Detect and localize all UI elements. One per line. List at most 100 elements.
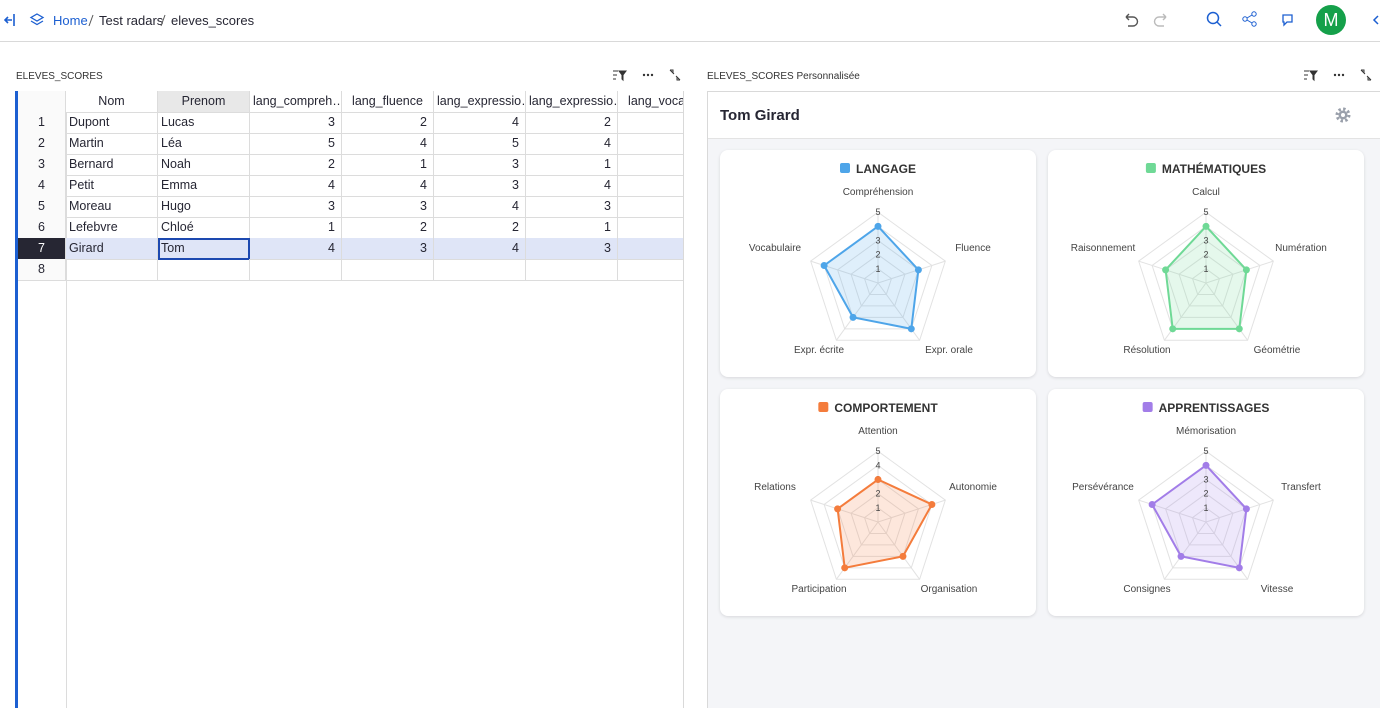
grid-line bbox=[1138, 211, 1274, 341]
grid-line bbox=[823, 464, 933, 569]
table-cell: 3 bbox=[342, 196, 434, 218]
table-cell: 1 bbox=[342, 154, 434, 176]
radar-point bbox=[1202, 461, 1210, 469]
top-bar: Home Test radars eleves_scores M bbox=[0, 0, 1380, 42]
column-header: Prenom bbox=[158, 91, 250, 113]
section-tools[interactable] bbox=[1303, 68, 1375, 82]
table-cell bbox=[158, 259, 250, 281]
radar-point bbox=[834, 505, 842, 513]
radar-point bbox=[874, 222, 882, 230]
radar-chart: MATHÉMATIQUES Calcul Numération Géométrie Ré… bbox=[1071, 161, 1327, 356]
table-cell: 4 bbox=[342, 133, 434, 155]
grid-line bbox=[1165, 239, 1247, 318]
card-title: APPRENTISSAGES bbox=[1159, 401, 1270, 415]
spoke bbox=[1205, 260, 1274, 284]
table-cell: 4 bbox=[526, 133, 618, 155]
radar-card: COMPORTEMENT Attention Autonomie Organisati… bbox=[720, 389, 1036, 616]
radar-point bbox=[899, 552, 907, 560]
table-cell: 5 bbox=[434, 133, 526, 155]
axis-label: Autonomie bbox=[949, 482, 997, 493]
radar-point bbox=[1242, 266, 1250, 274]
panel-toggle[interactable] bbox=[4, 13, 16, 27]
tick-label: 3 bbox=[875, 236, 880, 246]
axis-label: Transfert bbox=[1281, 482, 1321, 493]
grid-line bbox=[837, 239, 919, 318]
spoke bbox=[835, 282, 879, 341]
grid-line bbox=[1138, 450, 1274, 580]
title-icon bbox=[840, 163, 850, 173]
tick-label: 2 bbox=[875, 250, 880, 260]
comments[interactable] bbox=[1280, 11, 1298, 29]
corner-cell bbox=[18, 91, 66, 113]
table-cell bbox=[618, 112, 683, 134]
table-cell: Bernard bbox=[66, 154, 158, 176]
grid-line bbox=[850, 254, 906, 307]
table-cell bbox=[618, 154, 683, 176]
redo[interactable] bbox=[1152, 11, 1170, 29]
table-cell: 4 bbox=[250, 238, 342, 260]
axis-label: Relations bbox=[754, 482, 796, 493]
radar-card: LANGAGE Compréhension Fluence Expr. orale Ex… bbox=[720, 150, 1036, 377]
avatar[interactable]: M bbox=[1316, 5, 1346, 35]
radar-point bbox=[1177, 552, 1185, 560]
table-cell: 3 bbox=[342, 238, 434, 260]
radar-card: MATHÉMATIQUES Calcul Numération Géométrie Ré… bbox=[1048, 150, 1364, 377]
grid-line bbox=[810, 450, 946, 580]
row-number: 3 bbox=[18, 154, 66, 176]
breadcrumb-page[interactable]: eleves_scores bbox=[171, 13, 255, 28]
breadcrumb-doc[interactable]: Test radars bbox=[99, 13, 164, 28]
table-cell bbox=[618, 196, 683, 218]
radar-chart: LANGAGE Compréhension Fluence Expr. orale Ex… bbox=[749, 162, 991, 356]
card-title: MATHÉMATIQUES bbox=[1162, 161, 1266, 176]
table-cell bbox=[618, 259, 683, 281]
table-cell: 4 bbox=[250, 175, 342, 197]
student-name: Tom Girard bbox=[720, 107, 800, 124]
row-number: 4 bbox=[18, 175, 66, 197]
spoke bbox=[1163, 521, 1207, 580]
table-cell: 2 bbox=[526, 112, 618, 134]
table-cell: 1 bbox=[250, 217, 342, 239]
table-cell: 3 bbox=[526, 196, 618, 218]
table-cell: 3 bbox=[250, 196, 342, 218]
grid-line bbox=[1191, 507, 1221, 534]
custom-widget: Tom Girard LANGAGE Compréhension Fluence Ex… bbox=[707, 91, 1380, 708]
home-icon[interactable] bbox=[29, 12, 45, 28]
tick-label: 2 bbox=[875, 489, 880, 499]
data-table[interactable]: Nom Prenom lang_compreh… lang_fluence lang_e… bbox=[15, 91, 684, 708]
table-cell: Lucas bbox=[158, 112, 250, 134]
axis-label: Fluence bbox=[955, 243, 991, 254]
radar-point bbox=[874, 476, 882, 484]
grid-line bbox=[863, 507, 893, 534]
undo[interactable] bbox=[1122, 11, 1140, 29]
radar-area bbox=[822, 225, 920, 331]
radar-chart: COMPORTEMENT Attention Autonomie Organisati… bbox=[754, 401, 997, 595]
tick-label: 4 bbox=[875, 460, 880, 470]
axis-label: Raisonnement bbox=[1071, 243, 1136, 254]
title-icon bbox=[1145, 163, 1156, 173]
table-cell: 3 bbox=[434, 154, 526, 176]
tick-label: 5 bbox=[1203, 446, 1208, 456]
search[interactable] bbox=[1205, 10, 1223, 28]
table-cell: 2 bbox=[342, 217, 434, 239]
axis-label: Organisation bbox=[921, 584, 978, 595]
column-header: lang_expressio… bbox=[526, 91, 618, 113]
title-icon bbox=[818, 402, 829, 412]
breadcrumb-home[interactable]: Home bbox=[53, 13, 88, 28]
radar-point bbox=[907, 325, 915, 333]
collapse[interactable] bbox=[1372, 14, 1380, 26]
tick-label: 1 bbox=[1203, 264, 1208, 274]
axis-label: Résolution bbox=[1123, 345, 1170, 356]
axis-label: Compréhension bbox=[843, 187, 914, 198]
table-cell: Martin bbox=[66, 133, 158, 155]
tick-label: 2 bbox=[1203, 250, 1208, 260]
radar-point bbox=[849, 313, 857, 321]
settings[interactable] bbox=[1334, 106, 1352, 124]
table-cell: Chloé bbox=[158, 217, 250, 239]
axis-label: Mémorisation bbox=[1176, 426, 1236, 437]
section-tools[interactable] bbox=[612, 68, 684, 82]
tick-label: 1 bbox=[875, 503, 880, 513]
separator bbox=[88, 14, 94, 27]
column-header: lang_expressio… bbox=[434, 91, 526, 113]
separator bbox=[160, 14, 166, 27]
share[interactable] bbox=[1241, 10, 1259, 28]
